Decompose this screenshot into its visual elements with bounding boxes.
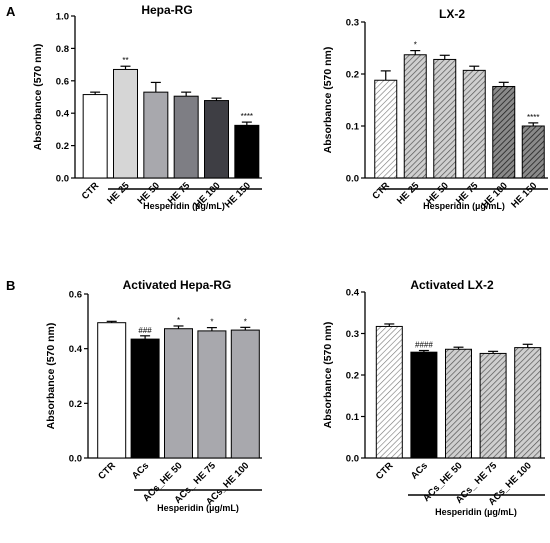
bar	[462, 69, 486, 179]
x-tick-label: HE 25	[395, 180, 422, 207]
group-label: Hesperidin (µg/mL)	[157, 503, 239, 513]
chart-title: Activated LX-2	[410, 278, 494, 292]
y-axis-label: Absorbance (570 nm)	[322, 322, 334, 429]
significance-label: ****	[241, 112, 253, 121]
panel-label-a: A	[6, 4, 16, 19]
panel-label-b: B	[6, 278, 15, 293]
y-tick-label: 0.2	[346, 371, 359, 382]
y-tick-label: 0.4	[69, 344, 83, 355]
y-tick-label: 0.0	[69, 454, 82, 465]
y-tick-label: 0.4	[56, 109, 70, 120]
significance-label: **	[122, 56, 128, 65]
y-tick-label: 0.2	[69, 399, 82, 410]
bar	[82, 94, 108, 179]
significance-label: ####	[415, 341, 433, 350]
bar	[130, 338, 160, 459]
chart-title: Activated Hepa-RG	[123, 278, 232, 292]
y-tick-label: 0.6	[69, 290, 82, 301]
y-tick-label: 0.0	[56, 174, 69, 185]
significance-label: *	[244, 317, 247, 326]
bar	[403, 54, 427, 179]
bar	[433, 58, 457, 179]
bar	[375, 325, 403, 459]
significance-label: ###	[138, 326, 152, 335]
x-tick-label: HE 25	[105, 180, 132, 207]
y-tick-label: 0.8	[56, 44, 69, 55]
bar	[492, 85, 516, 179]
x-tick-label: ACs	[409, 460, 430, 481]
chart-activated-hepa-rg: Activated Hepa-RG Absorbance (570 nm) 0.0 0…	[45, 278, 262, 513]
y-axis-label: Absorbance (570 nm)	[322, 47, 334, 154]
group-label: Hesperidin (µg/mL)	[435, 507, 517, 517]
y-axis-label: Absorbance (570 nm)	[32, 44, 44, 151]
bar	[113, 68, 138, 179]
group-label: Hesperidin (µg/mL)	[143, 201, 225, 211]
y-axis-label: Absorbance (570 nm)	[45, 323, 57, 430]
chart-hepa-rg: Hepa-RG Absorbance (570 nm) 0.0 0.2 0.4 0.6 0.…	[32, 3, 262, 211]
bar	[164, 328, 193, 459]
bar	[514, 347, 542, 459]
x-tick-label: HE 150	[509, 180, 539, 210]
y-tick-label: 0.3	[346, 329, 359, 340]
significance-label: *	[177, 316, 180, 325]
bar	[445, 348, 472, 459]
significance-label: *	[210, 318, 213, 327]
y-tick-label: 0.6	[56, 76, 69, 87]
y-tick-label: 0.1	[346, 412, 360, 423]
y-tick-label: 0.4	[346, 288, 360, 299]
y-tick-label: 0.2	[56, 141, 69, 152]
bar	[97, 322, 127, 459]
bar	[197, 330, 227, 459]
x-tick-label: CTR	[370, 180, 392, 202]
x-tick-label: ACs	[130, 460, 151, 481]
x-tick-label: CTR	[374, 460, 396, 482]
chart-lx-2: LX-2 Absorbance (570 nm) 0.0 0.1 0.2 0.3 CTR * H…	[322, 7, 548, 211]
chart-title: Hepa-RG	[141, 3, 192, 17]
y-tick-label: 0.0	[346, 174, 359, 185]
bar	[204, 100, 229, 179]
bar	[521, 125, 545, 179]
bar	[410, 351, 438, 459]
y-tick-label: 0.1	[346, 122, 360, 133]
y-tick-label: 0.0	[346, 454, 359, 465]
x-tick-label: HE 150	[223, 180, 253, 210]
bar	[374, 79, 398, 179]
significance-label: *	[414, 41, 417, 50]
significance-label: ****	[527, 113, 539, 122]
chart-activated-lx-2: Activated LX-2 Absorbance (570 nm) 0.0 0.1 0…	[322, 278, 545, 517]
y-tick-label: 0.3	[346, 18, 359, 29]
y-tick-label: 0.2	[346, 70, 359, 81]
x-tick-label: CTR	[96, 460, 118, 482]
bar	[230, 329, 260, 459]
y-tick-label: 1.0	[56, 12, 69, 23]
x-tick-label: CTR	[80, 180, 102, 202]
bar	[143, 91, 169, 179]
chart-title: LX-2	[439, 7, 465, 21]
group-label: Hesperidin (µg/mL)	[423, 201, 505, 211]
bar	[173, 95, 199, 179]
bar	[234, 124, 260, 179]
bar	[479, 352, 507, 459]
